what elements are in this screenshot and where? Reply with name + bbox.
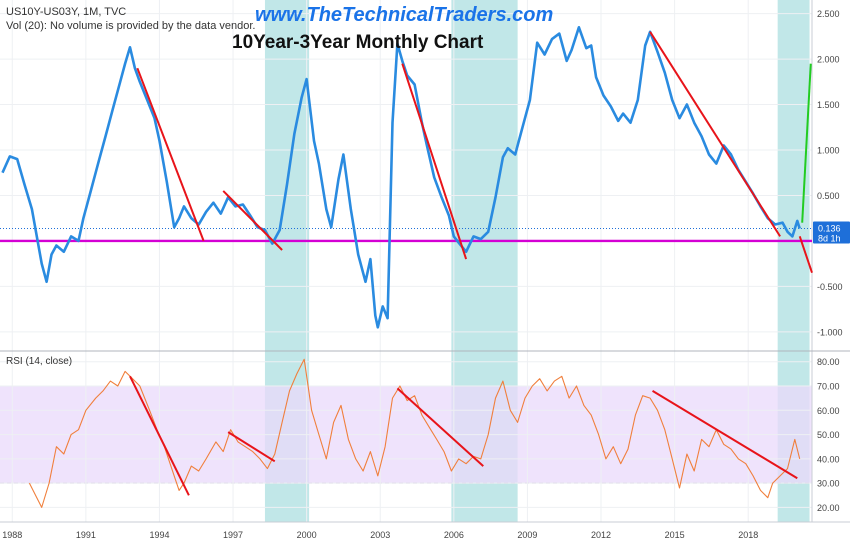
y-tick-label-main: 1.000 (817, 146, 840, 156)
symbol-line: US10Y-US03Y, 1M, TVC (6, 6, 127, 18)
rsi-trendline-2 (396, 387, 484, 467)
y-tick-label-main: -1.000 (817, 327, 843, 337)
y-tick-label-main: 1.500 (817, 100, 840, 110)
main-trendline-3 (649, 31, 781, 237)
y-tick-label-rsi: 30.00 (817, 479, 840, 489)
y-tick-label-main: 2.000 (817, 55, 840, 65)
y-tick-label-rsi: 70.00 (817, 382, 840, 392)
x-tick-label: 2000 (297, 530, 317, 540)
volume-note: Vol (20): No volume is provided by the d… (6, 20, 256, 32)
projection-up-line (801, 63, 812, 223)
trendlines (129, 31, 813, 496)
chart-title: 10Year-3Year Monthly Chart (232, 32, 484, 53)
rsi-trendline-0 (129, 375, 190, 496)
price-tag-box (813, 221, 850, 244)
website-banner: www.TheTechnicalTraders.com (255, 4, 554, 26)
y-tick-label-rsi: 40.00 (817, 454, 840, 464)
y-tick-label-main: -0.500 (817, 282, 843, 292)
main-trendline-4 (798, 236, 813, 274)
shaded-periods (264, 0, 810, 522)
y-tick-label-main: 2.500 (817, 9, 840, 19)
x-tick-label: 2012 (591, 530, 611, 540)
y-tick-label-rsi: 20.00 (817, 503, 840, 513)
y-tick-label-rsi: 50.00 (817, 430, 840, 440)
x-tick-label: 1991 (76, 530, 96, 540)
spread-series (0, 25, 812, 329)
rsi-trendline-1 (227, 431, 276, 463)
rsi-trendline-3 (652, 390, 798, 480)
axis-labels: 2.500 2.000 1.500 1.000 0.500 -0.500 -1.000 80.… (2, 9, 842, 540)
x-tick-label: 2006 (444, 530, 464, 540)
main-trendline-0 (136, 67, 205, 242)
spread-line (1, 25, 801, 329)
y-tick-label-rsi: 60.00 (817, 406, 840, 416)
x-tick-label: 2003 (370, 530, 390, 540)
price-tag-countdown: 8d 1h (818, 234, 841, 244)
x-tick-label: 2015 (665, 530, 685, 540)
rsi-panel-label: RSI (14, close) (6, 356, 73, 367)
panel-frames (0, 0, 850, 523)
x-tick-label: 1997 (223, 530, 243, 540)
x-tick-label: 2009 (517, 530, 537, 540)
y-tick-label-main: 0.500 (817, 191, 840, 201)
x-tick-label: 1994 (149, 530, 169, 540)
x-tick-label: 1988 (2, 530, 22, 540)
main-trendline-1 (222, 190, 283, 251)
x-tick-label: 2018 (738, 530, 758, 540)
main-trendline-2 (401, 63, 468, 260)
price-tag-value: 0.136 (818, 224, 841, 234)
y-tick-label-rsi: 80.00 (817, 357, 840, 367)
